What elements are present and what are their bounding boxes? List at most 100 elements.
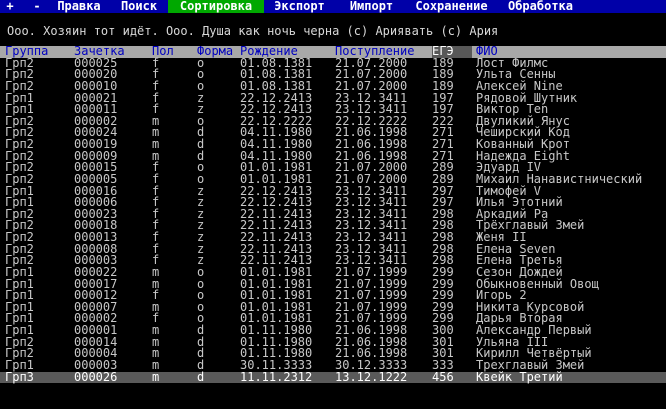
table-row[interactable]: Грп1 000001 m d 01.11.1980 21.06.1998 300 Алекс… bbox=[0, 323, 666, 337]
table-row[interactable]: Грп2 000018 f z 22.11.2413 23.12.3411 298 Трёхг… bbox=[0, 220, 666, 232]
table-cell: 21.07.2000 bbox=[335, 171, 408, 186]
table-cell: 01.01.1981 bbox=[240, 264, 313, 279]
table-row[interactable]: Грп2 000009 m d 04.11.1980 21.06.1998 271 Надеж… bbox=[0, 148, 666, 163]
menu-item-6[interactable]: Импорт bbox=[349, 0, 394, 13]
table-cell: d bbox=[197, 125, 205, 140]
table-cell: z bbox=[197, 206, 205, 221]
column-header-5[interactable]: Рождение bbox=[240, 44, 298, 58]
table-cell: 22.12.2413 bbox=[240, 102, 313, 117]
table-cell: 04.11.1980 bbox=[240, 148, 313, 163]
table-cell: 01.11.1980 bbox=[240, 334, 313, 349]
table-row[interactable]: Грп2 000005 f o 01.01.1981 21.07.2000 289 Михаи… bbox=[0, 171, 666, 186]
table-row[interactable]: Грп2 000023 f z 22.11.2413 23.12.3411 298 Аркад… bbox=[0, 206, 666, 221]
table-cell: f bbox=[152, 171, 160, 186]
table-row[interactable]: Грп1 000002 f o 01.01.1981 21.07.1999 299 Дарья… bbox=[0, 313, 666, 325]
table-cell: 01.01.1981 bbox=[240, 171, 313, 186]
table-cell: f bbox=[152, 55, 160, 70]
table-header: Группа Зачетка Пол Форма Рождение Поступление… bbox=[0, 44, 666, 58]
table-cell: 000007 bbox=[74, 299, 118, 314]
table-cell: Грп2 bbox=[5, 78, 34, 93]
table-cell: o bbox=[197, 171, 205, 186]
table-row[interactable]: Грп2 000004 m d 01.11.1980 21.06.1998 301 Кирил… bbox=[0, 346, 666, 361]
table-cell: f bbox=[152, 195, 160, 210]
table-cell: 000023 bbox=[74, 206, 118, 221]
table-cell: 189 bbox=[432, 67, 454, 82]
table-cell: 23.12.3411 bbox=[335, 195, 408, 210]
table-row[interactable]: Грп1 000003 m d 30.11.3333 30.12.3333 333 Трехг… bbox=[0, 357, 666, 372]
table-row[interactable]: Грп2 000013 f z 22.11.2413 23.12.3411 298 Женя … bbox=[0, 231, 666, 244]
table-row[interactable]: Грп2 000024 m d 04.11.1980 21.06.1998 271 Чешир… bbox=[0, 127, 666, 139]
table-cell: 000022 bbox=[74, 264, 118, 279]
column-header-6[interactable]: Поступление bbox=[335, 44, 415, 58]
table-cell: Квейк Третий bbox=[476, 369, 563, 384]
column-header-1[interactable]: Группа bbox=[5, 44, 49, 58]
table-cell: 271 bbox=[432, 137, 454, 151]
table-cell: 01.11.1980 bbox=[240, 346, 313, 361]
column-header-7[interactable]: ЕГЭ bbox=[432, 45, 472, 58]
table-cell: f bbox=[152, 206, 160, 221]
table-cell: Грп1 bbox=[5, 311, 34, 326]
menu-item-0[interactable]: + bbox=[6, 0, 14, 13]
menu-item-3[interactable]: Поиск bbox=[120, 0, 158, 13]
table-cell: 222 bbox=[432, 113, 454, 128]
table-cell: 000005 bbox=[74, 171, 118, 186]
table-cell: 000004 bbox=[74, 346, 118, 361]
table-cell: 000012 bbox=[74, 288, 118, 303]
table-row[interactable]: Грп1 000017 m o 01.01.1981 21.07.1999 299 Обыкн… bbox=[0, 276, 666, 291]
table-cell: z bbox=[197, 183, 205, 198]
table-row[interactable]: Грп1 000016 f z 22.12.2413 23.12.3411 297 Тимоф… bbox=[0, 183, 666, 198]
table-cell: 22.12.2222 bbox=[240, 113, 313, 128]
table-row[interactable]: Грп2 000019 m d 04.11.1980 21.06.1998 271 Кован… bbox=[0, 137, 666, 151]
table-cell: 21.06.1998 bbox=[335, 323, 408, 337]
table-cell: 289 bbox=[432, 171, 454, 186]
table-cell: 189 bbox=[432, 78, 454, 93]
table-row[interactable]: Грп1 000012 f o 01.01.1981 21.07.1999 299 Игорь… bbox=[0, 288, 666, 303]
table-row[interactable]: Грп1 000021 f z 22.12.2413 23.12.3411 197 Рядов… bbox=[0, 90, 666, 105]
table-cell: 22.12.2413 bbox=[240, 90, 313, 105]
column-header-4[interactable]: Форма bbox=[197, 44, 234, 58]
table-cell: m bbox=[152, 369, 160, 384]
table-row[interactable]: Грп2 000002 m o 22.12.2222 22.12.2222 222 Двули… bbox=[0, 113, 666, 128]
table-cell: 000018 bbox=[74, 218, 118, 233]
menu-item-8[interactable]: Обработка bbox=[507, 0, 574, 13]
table-cell: 22.12.2413 bbox=[240, 183, 313, 198]
table-cell: Грп1 bbox=[5, 276, 34, 291]
table-cell: Лост Филмс bbox=[476, 55, 549, 70]
table-cell: Ульта Сенны bbox=[476, 67, 556, 82]
menu-bar: + - Правка Поиск Сортировка Экспорт Импорт Сохр… bbox=[0, 0, 666, 13]
column-header-3[interactable]: Пол bbox=[152, 44, 174, 58]
table-cell: 000024 bbox=[74, 125, 118, 140]
table-row[interactable]: Грп1 000007 m o 01.01.1981 21.07.1999 299 Никит… bbox=[0, 299, 666, 314]
table-cell: 271 bbox=[432, 148, 454, 163]
table-row[interactable]: Грп2 000015 f o 01.01.1981 21.07.2000 289 Эдуар… bbox=[0, 160, 666, 175]
table-cell: Грп1 bbox=[5, 357, 34, 372]
table-cell: Грп1 bbox=[5, 323, 34, 337]
menu-item-5[interactable]: Экспорт bbox=[274, 0, 325, 13]
table-row[interactable]: Грп1 000006 f z 22.12.2413 23.12.3411 297 Илья … bbox=[0, 195, 666, 210]
table-cell: Грп2 bbox=[5, 160, 34, 175]
menu-item-7[interactable]: Сохранение bbox=[415, 0, 488, 13]
table-cell: Ульяна III bbox=[476, 334, 549, 349]
menu-item-1[interactable]: - bbox=[33, 0, 41, 13]
column-header-2[interactable]: Зачетка bbox=[74, 44, 125, 58]
table-cell: 298 bbox=[432, 206, 454, 221]
menu-item-2[interactable]: Правка bbox=[57, 0, 101, 13]
table-cell: 298 bbox=[432, 253, 454, 268]
table-cell: 23.12.3411 bbox=[335, 102, 408, 117]
table-cell: Грп1 bbox=[5, 264, 34, 279]
table-cell: 01.08.1381 bbox=[240, 78, 313, 93]
table-row[interactable]: Грп2 000010 f o 01.08.1381 21.07.2000 189 Алекс… bbox=[0, 78, 666, 93]
menu-item-4[interactable]: Сортировка bbox=[168, 0, 264, 13]
table-row[interactable]: Грп3 000026 m d 11.11.2312 13.12.1222 456 Квейк… bbox=[0, 369, 666, 384]
table-row[interactable]: Грп2 000025 f o 01.08.1381 21.07.2000 189 Лост … bbox=[0, 55, 666, 70]
table-row[interactable]: Грп2 000003 f z 22.11.2413 23.12.3411 298 Елена… bbox=[0, 253, 666, 268]
table-cell: d bbox=[197, 323, 205, 337]
table-row[interactable]: Грп1 000011 f z 22.12.2413 23.12.3411 197 Викто… bbox=[0, 102, 666, 117]
table-row[interactable]: Грп2 000014 m d 01.11.1980 21.06.1998 301 Ульян… bbox=[0, 334, 666, 349]
table-cell: Грп2 bbox=[5, 253, 34, 268]
column-header-8[interactable]: ФИО bbox=[476, 44, 498, 58]
table-row[interactable]: Грп1 000022 m o 01.01.1981 21.07.1999 299 Сезон… bbox=[0, 264, 666, 279]
table-row[interactable]: Грп2 000008 f z 22.11.2413 23.12.3411 298 Елена… bbox=[0, 243, 666, 256]
table-cell: 000017 bbox=[74, 276, 118, 291]
table-row[interactable]: Грп2 000020 f o 01.08.1381 21.07.2000 189 Ульта… bbox=[0, 67, 666, 82]
